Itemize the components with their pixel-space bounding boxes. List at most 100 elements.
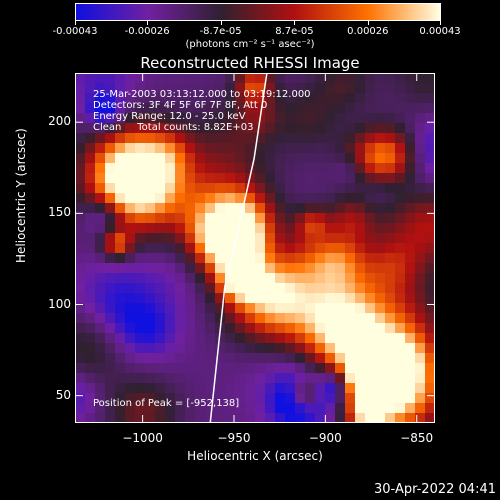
heatmap-cell [175, 83, 185, 93]
heatmap-cell [125, 213, 135, 223]
heatmap-cell [245, 253, 255, 263]
heatmap-cell [355, 193, 365, 203]
heatmap-cell [395, 353, 405, 363]
heatmap-cell [175, 273, 185, 283]
heatmap-cell [135, 243, 145, 253]
heatmap-cell [165, 293, 175, 303]
heatmap-cell [415, 83, 425, 93]
heatmap-cell [125, 413, 135, 423]
heatmap-cell [305, 223, 315, 233]
heatmap-cell [255, 333, 265, 343]
heatmap-cell [235, 323, 245, 333]
heatmap-cell [175, 253, 185, 263]
heatmap-cell [325, 303, 335, 313]
heatmap-cell [75, 403, 85, 413]
heatmap-cell [295, 203, 305, 213]
heatmap-cell [75, 303, 85, 313]
heatmap-cell [285, 183, 295, 193]
heatmap-cell [145, 253, 155, 263]
heatmap-cell [145, 103, 155, 113]
heatmap-cell [85, 383, 95, 393]
heatmap-cell [255, 323, 265, 333]
heatmap-cell [165, 103, 175, 113]
heatmap-cell [295, 113, 305, 123]
heatmap-cell [305, 393, 315, 403]
heatmap-cell [165, 263, 175, 273]
heatmap-cell [295, 223, 305, 233]
heatmap-cell [145, 83, 155, 93]
heatmap-cell [345, 403, 355, 413]
heatmap-cell [115, 303, 125, 313]
heatmap-cell [105, 163, 115, 173]
heatmap-cell [95, 373, 105, 383]
heatmap-cell [185, 193, 195, 203]
heatmap-cell [175, 143, 185, 153]
heatmap-cell [285, 223, 295, 233]
heatmap-cell [205, 293, 215, 303]
heatmap-cell [375, 393, 385, 403]
heatmap-cell [255, 283, 265, 293]
y-axis-title: Heliocentric Y (arcsec) [14, 128, 28, 263]
heatmap-cell [275, 383, 285, 393]
heatmap-cell [245, 273, 255, 283]
heatmap-cell [395, 403, 405, 413]
heatmap-cell [405, 123, 415, 133]
heatmap-cell [175, 213, 185, 223]
heatmap-cell [175, 153, 185, 163]
heatmap-cell [105, 363, 115, 373]
heatmap-cell [295, 273, 305, 283]
heatmap-cell [215, 373, 225, 383]
heatmap-cell [345, 113, 355, 123]
heatmap-cell [285, 213, 295, 223]
heatmap-cell [245, 283, 255, 293]
heatmap-cell [235, 253, 245, 263]
heatmap-cell [185, 93, 195, 103]
heatmap-cell [105, 293, 115, 303]
heatmap-cell [305, 273, 315, 283]
heatmap-cell [165, 243, 175, 253]
heatmap-cell [175, 263, 185, 273]
heatmap-cell [265, 123, 275, 133]
heatmap-cell [335, 163, 345, 173]
heatmap-cell [155, 113, 165, 123]
heatmap-cell [415, 293, 425, 303]
heatmap-cell [265, 243, 275, 253]
heatmap-cell [205, 93, 215, 103]
heatmap-cell [285, 373, 295, 383]
heatmap-cell [145, 133, 155, 143]
heatmap-cell [265, 263, 275, 273]
heatmap-cell [215, 283, 225, 293]
heatmap-cell [185, 303, 195, 313]
heatmap-cell [375, 163, 385, 173]
heatmap-cell [135, 283, 145, 293]
x-tick-label: −900 [308, 431, 342, 445]
heatmap-cell [425, 393, 435, 403]
heatmap-cell [415, 113, 425, 123]
heatmap-cell [385, 113, 395, 123]
heatmap-cell [375, 253, 385, 263]
heatmap-cell [265, 333, 275, 343]
heatmap-cell [355, 393, 365, 403]
heatmap-cell [215, 153, 225, 163]
heatmap-cell [405, 143, 415, 153]
heatmap-cell [415, 393, 425, 403]
heatmap-cell [405, 103, 415, 113]
heatmap-cell [235, 363, 245, 373]
heatmap-cell [375, 273, 385, 283]
heatmap-cell [275, 303, 285, 313]
heatmap-cell [225, 243, 235, 253]
heatmap-cell [175, 413, 185, 423]
heatmap-cell [425, 73, 435, 83]
heatmap-cell [285, 273, 295, 283]
heatmap-cell [355, 273, 365, 283]
heatmap-cell [335, 403, 345, 413]
heatmap-cell [215, 363, 225, 373]
heatmap-cell [125, 393, 135, 403]
heatmap-cell [145, 73, 155, 83]
heatmap-cell [405, 353, 415, 363]
heatmap-cell [325, 373, 335, 383]
heatmap-cell [385, 263, 395, 273]
heatmap-cell [165, 93, 175, 103]
heatmap-cell [395, 373, 405, 383]
heatmap-cell [275, 293, 285, 303]
